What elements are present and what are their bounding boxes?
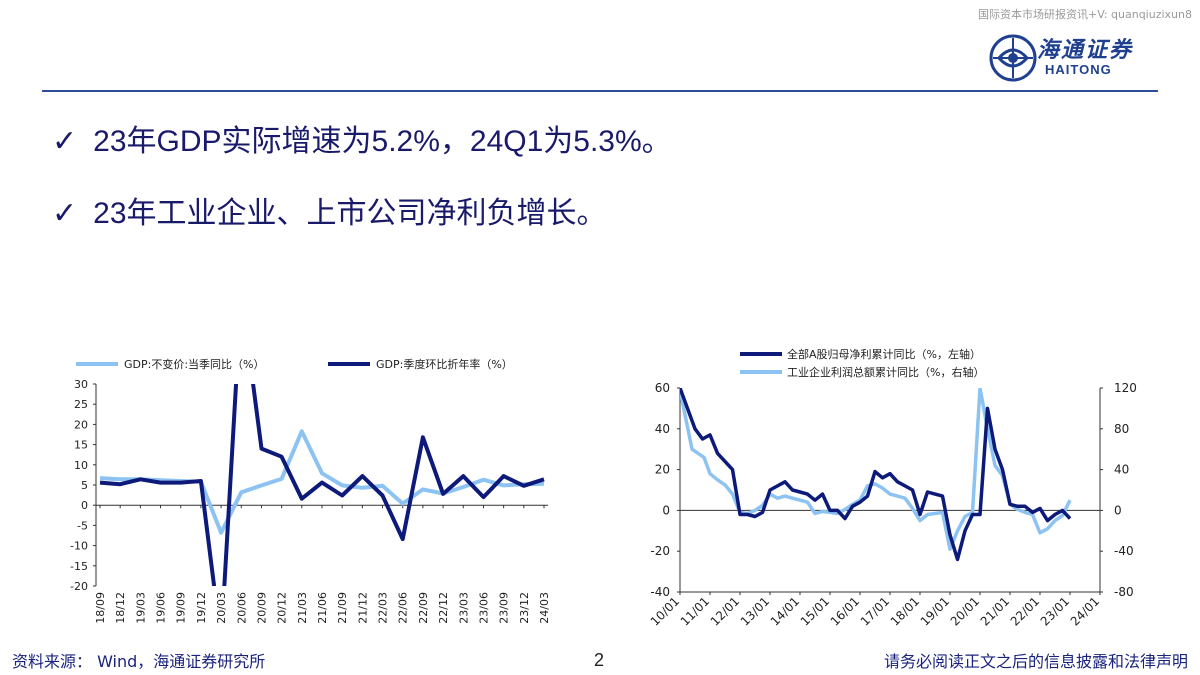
y-tick-label: 20 <box>74 418 88 431</box>
x-tick-label: 22/06 <box>397 592 410 624</box>
page-number: 2 <box>594 650 605 670</box>
logo-name-cn: 海通证券 <box>1037 37 1134 63</box>
checkmark-icon: ✓ <box>52 196 78 231</box>
haitong-logo: 海通证券 HAITONG <box>985 30 1165 90</box>
logo-emblem-icon <box>989 34 1037 82</box>
legend-label: GDP:不变价:当季同比（%） <box>124 357 265 371</box>
header-divider <box>42 90 1158 92</box>
x-tick-label: 21/01 <box>978 594 1012 628</box>
x-tick-label: 23/12 <box>518 592 531 624</box>
series-line-a-share-profit <box>680 388 1072 562</box>
y-tick-label-left: 60 <box>655 381 670 395</box>
source-note: 资料来源： Wind，海通证券研究所 <box>12 652 266 671</box>
y-tick-label-right: 120 <box>1114 381 1137 395</box>
x-tick-label: 23/09 <box>498 592 511 624</box>
x-tick-label: 20/06 <box>235 592 248 624</box>
disclaimer: 请务必阅读正文之后的信息披露和法律声明 <box>883 652 1188 671</box>
y-tick-label-left: -20 <box>650 544 670 558</box>
y-tick-label-left: 40 <box>655 422 670 436</box>
x-tick-label: 20/12 <box>276 592 289 624</box>
x-tick-label: 19/06 <box>155 592 168 624</box>
y-tick-label-right: -40 <box>1114 544 1134 558</box>
bullet-text: 23年工业企业、上市公司净利负增长。 <box>93 197 607 230</box>
y-tick-label: 10 <box>74 459 88 472</box>
checkmark-icon: ✓ <box>52 124 78 159</box>
y-tick-label: 0 <box>81 499 88 512</box>
x-tick-label: 13/01 <box>738 594 772 628</box>
x-tick-label: 19/09 <box>175 592 188 624</box>
series-line-industrial-profit <box>680 388 1072 551</box>
x-tick-label: 20/01 <box>948 594 982 628</box>
x-tick-label: 22/12 <box>437 592 450 624</box>
logo-name-en: HAITONG <box>1045 62 1112 77</box>
x-tick-label: 24/01 <box>1068 594 1102 628</box>
y-tick-label: -5 <box>77 519 88 532</box>
y-tick-label: 25 <box>74 398 88 411</box>
x-tick-label: 20/09 <box>255 592 268 624</box>
x-tick-label: 21/09 <box>336 592 349 624</box>
x-tick-label: 23/01 <box>1038 594 1072 628</box>
x-tick-label: 19/03 <box>134 592 147 624</box>
bullet-profits: ✓ 23年工业企业、上市公司净利负增长。 <box>52 188 607 232</box>
x-tick-label: 10/01 <box>648 594 682 628</box>
legend-label: 工业企业利润总额累计同比（%，右轴） <box>787 365 984 379</box>
y-tick-label: 30 <box>74 378 88 391</box>
y-tick-label: 15 <box>74 439 88 452</box>
y-tick-label-right: 40 <box>1114 463 1129 477</box>
x-tick-label: 21/03 <box>296 592 309 624</box>
x-tick-label: 21/12 <box>356 592 369 624</box>
x-tick-label: 24/03 <box>538 592 551 624</box>
x-tick-label: 19/12 <box>195 592 208 624</box>
x-tick-label: 16/01 <box>828 594 862 628</box>
x-tick-label: 23/03 <box>457 592 470 624</box>
y-tick-label-right: 80 <box>1114 422 1129 436</box>
legend-label: GDP:季度环比折年率（%） <box>376 357 513 371</box>
x-tick-label: 18/09 <box>94 592 107 624</box>
bullet-text: 23年GDP实际增速为5.2%，24Q1为5.3%。 <box>93 125 672 158</box>
x-tick-label: 21/06 <box>316 592 329 624</box>
y-tick-label-left: 20 <box>655 463 670 477</box>
bullet-gdp: ✓ 23年GDP实际增速为5.2%，24Q1为5.3%。 <box>52 116 672 160</box>
x-tick-label: 22/01 <box>1008 594 1042 628</box>
x-tick-label: 19/01 <box>918 594 952 628</box>
x-tick-label: 23/06 <box>477 592 490 624</box>
x-tick-label: 15/01 <box>798 594 832 628</box>
legend-label: 全部A股归母净利累计同比（%，左轴） <box>787 347 981 361</box>
y-tick-label: -10 <box>70 540 88 553</box>
y-tick-label-right: 0 <box>1114 503 1122 517</box>
profit-growth-chart: 全部A股归母净利累计同比（%，左轴） 工业企业利润总额累计同比（%，右轴） -40 -… <box>648 347 1137 629</box>
x-tick-label: 20/03 <box>215 592 228 624</box>
y-tick-label-left: 0 <box>662 503 670 517</box>
x-tick-label: 11/01 <box>678 594 712 628</box>
x-tick-label: 17/01 <box>858 594 892 628</box>
x-tick-label: 22/03 <box>377 592 390 624</box>
y-tick-label: -20 <box>70 580 88 593</box>
x-tick-label: 18/12 <box>114 592 127 624</box>
y-tick-label-right: -80 <box>1114 585 1134 599</box>
watermark-text: 国际资本市场研报资讯+V: quanqiuzixun8 <box>977 8 1192 21</box>
x-tick-label: 12/01 <box>708 594 742 628</box>
x-tick-label: 22/09 <box>417 592 430 624</box>
gdp-growth-chart: GDP:不变价:当季同比（%） GDP:季度环比折年率（%） -20 -15 -10 -5… <box>70 357 551 624</box>
y-tick-label: 5 <box>81 479 88 492</box>
x-tick-label: 14/01 <box>768 594 802 628</box>
y-tick-label: -15 <box>70 560 88 573</box>
y-tick-label-left: -40 <box>650 585 670 599</box>
series-line-gdp-qoq-saar <box>99 384 545 586</box>
x-tick-label: 18/01 <box>888 594 922 628</box>
